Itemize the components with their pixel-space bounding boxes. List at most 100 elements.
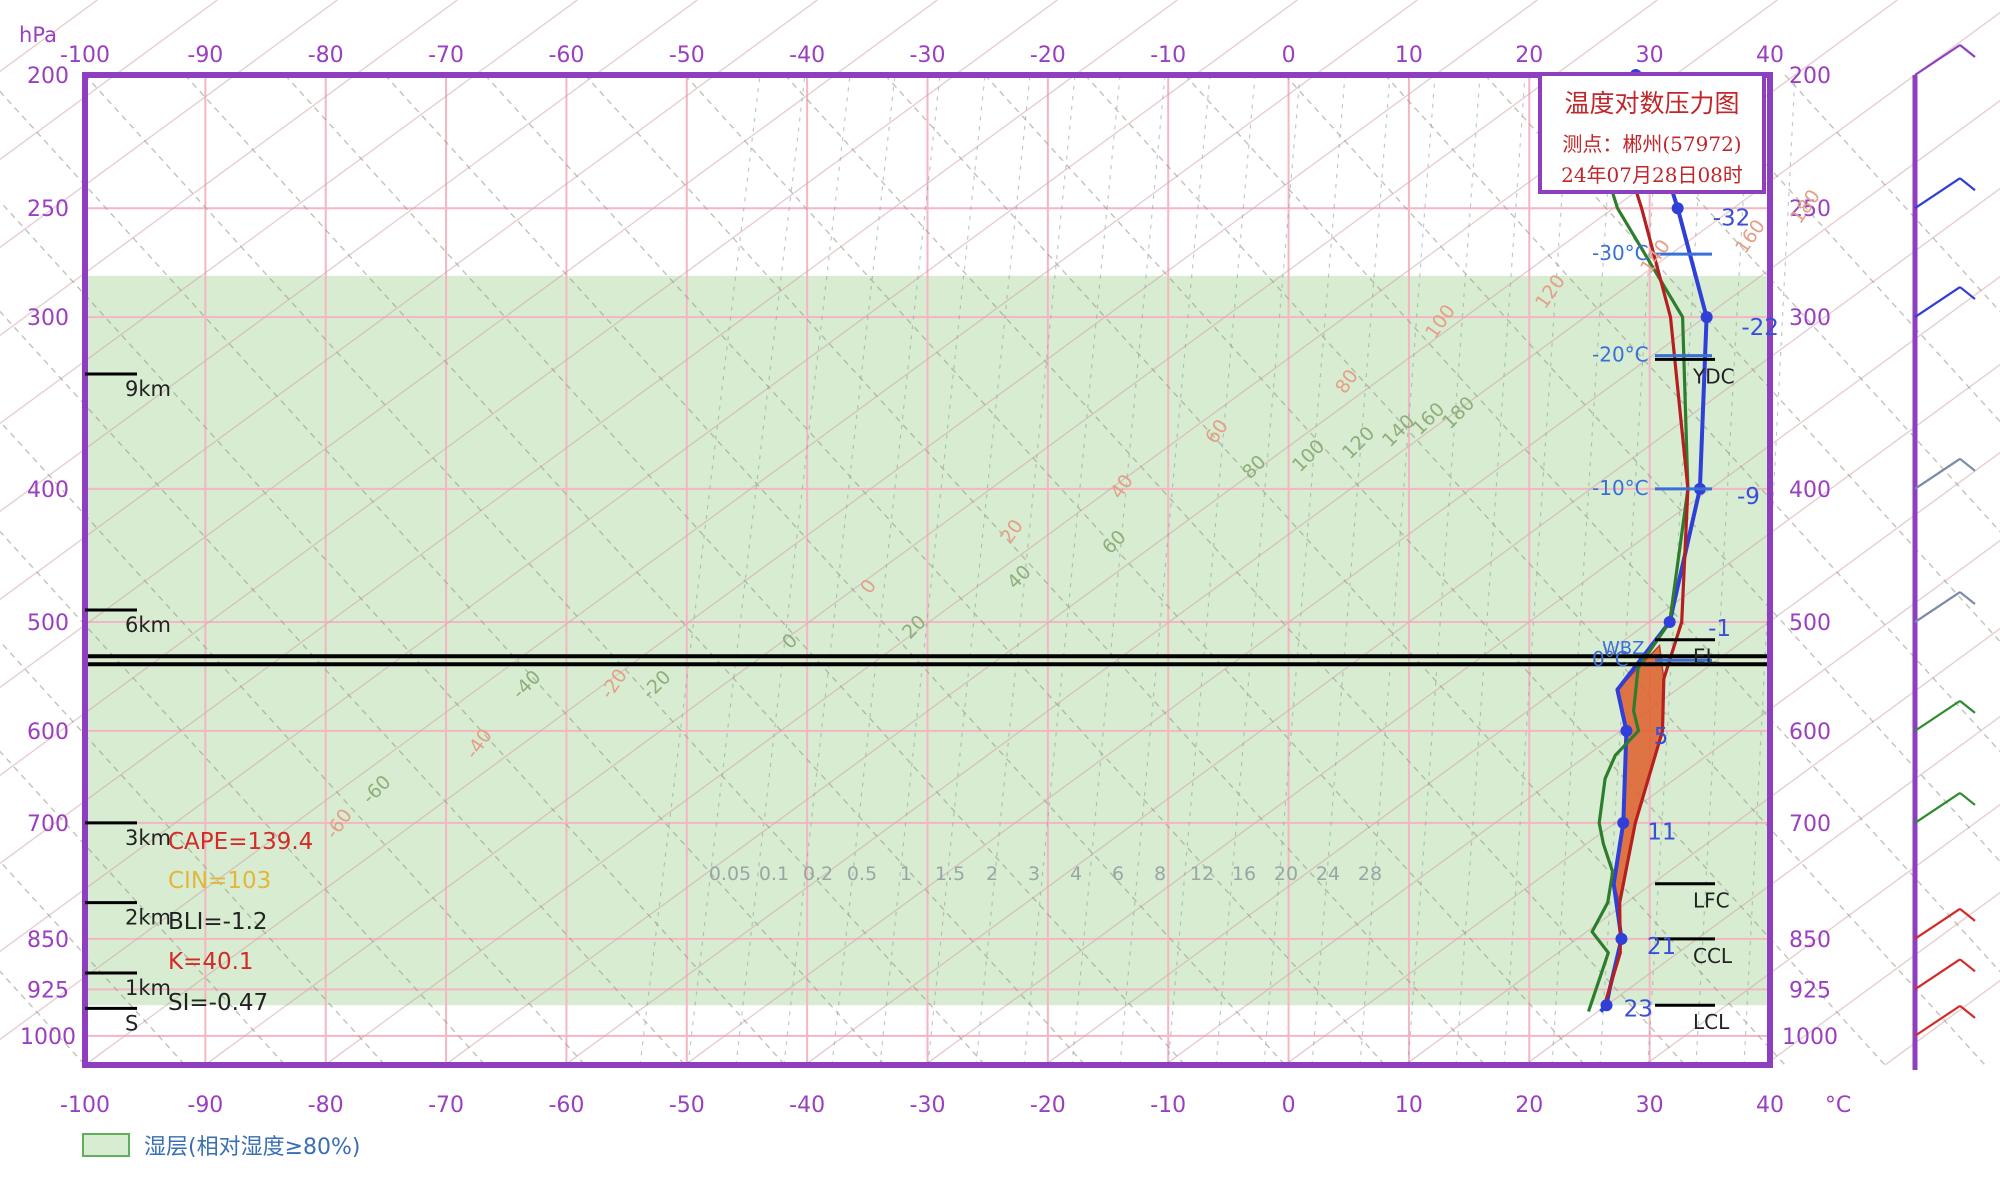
wind-barb-flag (1959, 700, 1976, 714)
pressure-tick-left: 200 (27, 64, 69, 89)
parcel-curve (1598, 74, 1690, 1009)
mixing-ratio-label: 1.5 (935, 863, 965, 885)
x-tick-label-top: -100 (60, 43, 110, 68)
legend: 湿层(相对湿度≥80%) (82, 1130, 361, 1160)
pressure-tick-left: 500 (27, 611, 69, 636)
dry-adiabat (784, 74, 1686, 1066)
level-label: LCL (1693, 1010, 1730, 1034)
wind-barb-flag (1959, 1005, 1976, 1019)
temperature-value-label: -32 (1713, 206, 1751, 232)
skewed-isotherm (1644, 803, 2000, 1066)
mixing-ratio-label: 2 (986, 863, 998, 885)
mixing-ratio-label: 20 (1274, 863, 1298, 885)
dry-adiabat (1184, 74, 2000, 973)
mixing-ratio-label: 1 (900, 863, 912, 885)
wbz-label: WBZ (1602, 638, 1644, 659)
temperature-value-label: 23 (1624, 996, 1653, 1022)
mixing-ratio-label: 3 (1028, 863, 1040, 885)
skewed-isotherm (1524, 715, 2000, 1066)
x-tick-label-top: 0 (1282, 43, 1296, 68)
wind-barb-flag (1959, 958, 1976, 973)
dry-adiabat (0, 750, 286, 1066)
mixing-ratio-label: 8 (1154, 863, 1166, 885)
temperature-value-label: -9 (1737, 484, 1760, 510)
height-label: 2km (125, 906, 171, 930)
pressure-tick-right: 500 (1789, 611, 1831, 636)
x-tick-label-bottom: -40 (789, 1093, 825, 1118)
temperature-point (1620, 724, 1633, 737)
temperature-point (1663, 616, 1676, 629)
dry-adiabat (84, 74, 986, 1066)
x-tick-label-bottom: -30 (910, 1093, 946, 1118)
wind-barb-staff (1914, 1004, 1961, 1037)
dewpoint-curve (1573, 74, 1690, 1013)
x-tick-label-bottom: -20 (1030, 1093, 1066, 1118)
x-tick-label-bottom: -80 (308, 1093, 344, 1118)
skewed-isotherm (924, 275, 2000, 1066)
pressure-tick-left: 250 (27, 197, 69, 222)
wind-barb (1914, 907, 1976, 940)
wind-barb (1914, 457, 1976, 490)
skewed-isotherm (1044, 363, 2000, 1066)
isotherm-marker-label: -20°C (1592, 343, 1649, 367)
x-tick-label-top: -60 (548, 43, 584, 68)
level-label: CCL (1693, 944, 1733, 968)
wind-barb-staff (1914, 44, 1961, 76)
skewed-isotherm (204, 0, 1659, 1066)
temperature-point (1600, 999, 1613, 1012)
dry-adiabat (0, 420, 586, 1066)
x-tick-label-bottom: -60 (548, 1093, 584, 1118)
level-label: EL (1693, 645, 1718, 669)
dry-adiabat (0, 970, 86, 1066)
dry-adiabat (0, 640, 386, 1066)
wind-barb-staff (1914, 792, 1961, 824)
temperature-point (1700, 311, 1713, 324)
dry-adiabat (1584, 74, 2000, 533)
pressure-tick-right: 600 (1789, 720, 1831, 745)
skewed-isotherm (564, 11, 2000, 1066)
index-label: SI=-0.47 (168, 990, 268, 1016)
dry-adiabat (0, 310, 686, 1066)
mixing-ratio-label: 24 (1316, 863, 1340, 885)
height-label: S (125, 1011, 138, 1035)
skewed-isotherm (1284, 539, 2000, 1066)
pressure-tick-right: 400 (1789, 478, 1831, 503)
dry-adiabat (384, 74, 1286, 1066)
wind-barb-staff (1914, 177, 1961, 210)
temperature-point (1617, 816, 1630, 829)
wind-barb-flag (1959, 44, 1976, 58)
skewed-isotherm (804, 187, 2000, 1066)
dry-adiabat (0, 90, 886, 1066)
pressure-tick-right: 300 (1789, 306, 1831, 331)
isotherm-marker-label: -10°C (1592, 476, 1649, 500)
pressure-tick-right: 1000 (1782, 1025, 1838, 1050)
index-label: CIN=103 (168, 868, 271, 894)
temperature-value-label: 5 (1654, 724, 1669, 750)
pressure-tick-left: 850 (27, 928, 69, 953)
time-label: 24年07月28日08时 (1561, 163, 1743, 187)
wind-barb-staff (1914, 591, 1961, 623)
dry-adiabat (284, 74, 1186, 1066)
pressure-tick-right: 200 (1789, 64, 1831, 89)
dry-adiabat (1084, 74, 1986, 1066)
x-tick-label-bottom: 0 (1282, 1093, 1296, 1118)
dry-adiabat (0, 860, 186, 1066)
wind-barb-staff (1914, 457, 1961, 490)
wind-barb (1914, 792, 1976, 824)
index-label: K=40.1 (168, 949, 254, 975)
x-tick-label-top: -90 (187, 43, 223, 68)
isotherm-marker-label: 0°C (1592, 647, 1629, 671)
station-label: 测点：郴州(57972) (1562, 132, 1742, 156)
height-label: 9km (125, 377, 171, 401)
wind-barb (1914, 177, 1976, 210)
skewed-isotherm (684, 99, 2000, 1066)
wind-barb (1914, 1004, 1976, 1037)
dry-adiabat (1284, 74, 2000, 863)
mixing-ratio-label: 28 (1358, 863, 1382, 885)
skewed-isotherm (0, 0, 1059, 777)
x-tick-label-bottom: -10 (1150, 1093, 1186, 1118)
moist-layer-swatch (82, 1133, 130, 1157)
mixing-ratio-line (687, 74, 806, 1066)
skewed-isotherm (84, 0, 1539, 1066)
isotherm-marker-label: -30°C (1592, 241, 1649, 265)
